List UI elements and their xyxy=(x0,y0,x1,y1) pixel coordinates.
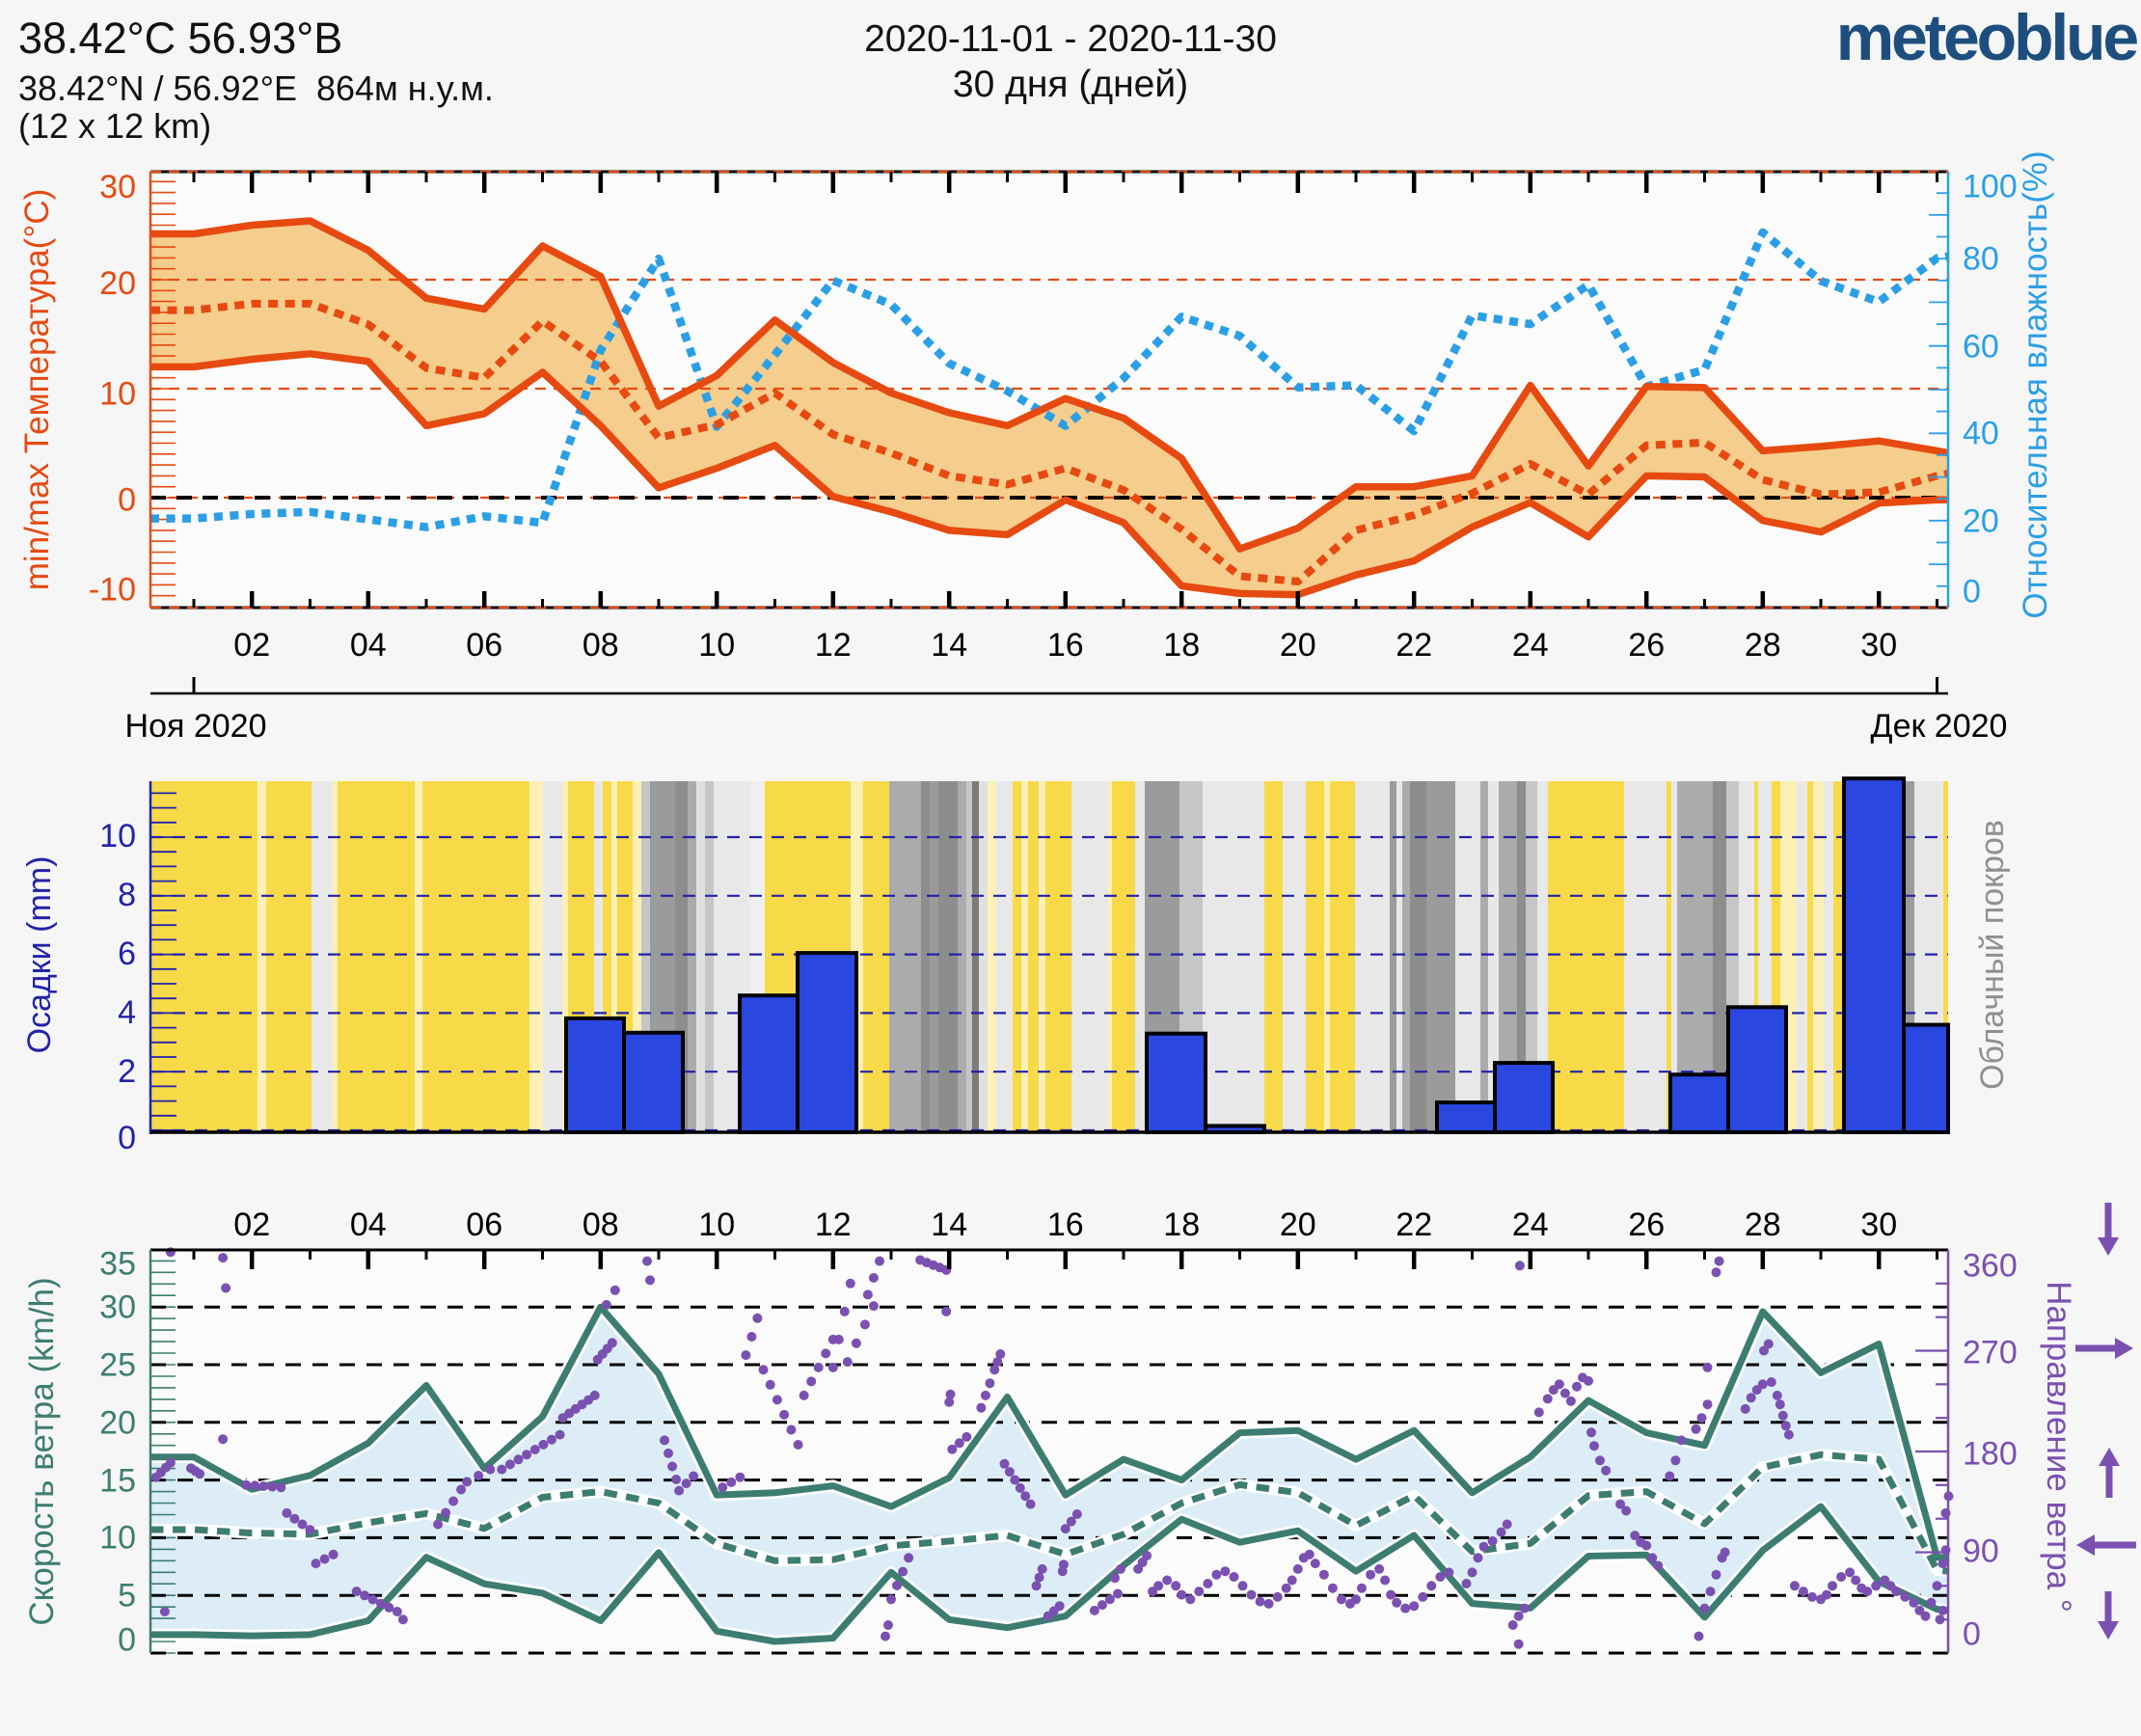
svg-text:24: 24 xyxy=(1512,1207,1549,1243)
svg-text:20: 20 xyxy=(1280,1207,1316,1243)
svg-text:60: 60 xyxy=(1963,329,1999,366)
svg-text:30: 30 xyxy=(1860,627,1897,664)
svg-text:-10: -10 xyxy=(89,572,136,609)
svg-text:06: 06 xyxy=(466,1207,502,1243)
svg-text:0: 0 xyxy=(118,482,136,519)
svg-text:12: 12 xyxy=(815,1207,852,1243)
svg-text:28: 28 xyxy=(1745,1207,1781,1243)
svg-text:16: 16 xyxy=(1047,1207,1084,1243)
svg-text:180: 180 xyxy=(1963,1436,2018,1473)
svg-text:30: 30 xyxy=(99,1289,136,1326)
svg-text:0: 0 xyxy=(118,1622,136,1659)
svg-text:20: 20 xyxy=(99,265,136,302)
svg-text:10: 10 xyxy=(99,1520,136,1557)
svg-text:12: 12 xyxy=(815,627,852,664)
svg-text:30: 30 xyxy=(1860,1207,1897,1243)
svg-text:Относительная влажность(%): Относительная влажность(%) xyxy=(2017,150,2054,618)
svg-text:16: 16 xyxy=(1047,627,1084,664)
svg-text:6: 6 xyxy=(118,936,136,972)
svg-text:25: 25 xyxy=(99,1347,136,1384)
svg-text:24: 24 xyxy=(1512,627,1549,664)
svg-text:2020-11-01 - 2020-11-30: 2020-11-01 - 2020-11-30 xyxy=(864,18,1277,60)
svg-text:5: 5 xyxy=(118,1578,136,1614)
svg-text:8: 8 xyxy=(118,877,136,913)
svg-text:14: 14 xyxy=(931,627,967,664)
svg-text:15: 15 xyxy=(99,1463,136,1500)
svg-text:04: 04 xyxy=(350,627,387,664)
svg-text:18: 18 xyxy=(1163,1207,1200,1243)
svg-text:20: 20 xyxy=(1963,503,1999,540)
svg-text:40: 40 xyxy=(1963,416,1999,452)
svg-text:min/max Температура(°C): min/max Температура(°C) xyxy=(18,189,56,591)
svg-text:08: 08 xyxy=(583,1207,619,1243)
svg-text:2: 2 xyxy=(118,1053,136,1090)
svg-text:4: 4 xyxy=(118,994,136,1031)
svg-text:Скорость ветра (km/h): Скорость ветра (km/h) xyxy=(23,1277,61,1625)
svg-text:Направление ветра °: Направление ветра ° xyxy=(2040,1281,2077,1613)
svg-text:20: 20 xyxy=(99,1405,136,1442)
svg-text:10: 10 xyxy=(698,1207,735,1243)
svg-text:Облачный покров: Облачный покров xyxy=(1974,820,2011,1090)
svg-text:10: 10 xyxy=(99,376,136,413)
svg-text:08: 08 xyxy=(583,627,619,664)
svg-text:Осадки (mm): Осадки (mm) xyxy=(21,856,58,1054)
svg-text:26: 26 xyxy=(1628,627,1665,664)
svg-text:0: 0 xyxy=(1963,574,1981,610)
svg-text:06: 06 xyxy=(466,627,502,664)
svg-text:02: 02 xyxy=(233,627,270,664)
svg-text:80: 80 xyxy=(1963,241,1999,278)
svg-text:0: 0 xyxy=(1963,1616,1981,1653)
svg-text:35: 35 xyxy=(99,1246,136,1283)
svg-text:02: 02 xyxy=(233,1207,270,1243)
svg-text:26: 26 xyxy=(1628,1207,1665,1243)
svg-text:18: 18 xyxy=(1163,627,1200,664)
svg-text:Ноя 2020: Ноя 2020 xyxy=(125,708,267,745)
svg-text:10: 10 xyxy=(99,818,136,854)
svg-text:100: 100 xyxy=(1963,169,2018,205)
svg-text:22: 22 xyxy=(1396,627,1432,664)
svg-text:270: 270 xyxy=(1963,1335,2018,1371)
svg-text:38.42°N / 56.92°E 864м н.у.м.: 38.42°N / 56.92°E 864м н.у.м. xyxy=(18,68,494,108)
svg-text:30: 30 xyxy=(99,169,136,205)
svg-text:30 дня (дней): 30 дня (дней) xyxy=(953,64,1188,105)
svg-text:0: 0 xyxy=(118,1120,136,1156)
svg-text:38.42°C 56.93°B: 38.42°C 56.93°B xyxy=(18,14,342,63)
svg-text:14: 14 xyxy=(931,1207,967,1243)
svg-text:Дек 2020: Дек 2020 xyxy=(1871,708,2008,745)
svg-text:10: 10 xyxy=(698,627,735,664)
svg-text:22: 22 xyxy=(1396,1207,1432,1243)
svg-text:360: 360 xyxy=(1963,1248,2018,1285)
svg-text:(12 x 12 km): (12 x 12 km) xyxy=(18,106,211,146)
svg-text:20: 20 xyxy=(1280,627,1316,664)
svg-text:meteoblue: meteoblue xyxy=(1836,1,2138,74)
svg-text:90: 90 xyxy=(1963,1533,1999,1570)
svg-text:04: 04 xyxy=(350,1207,387,1243)
svg-text:28: 28 xyxy=(1745,627,1781,664)
